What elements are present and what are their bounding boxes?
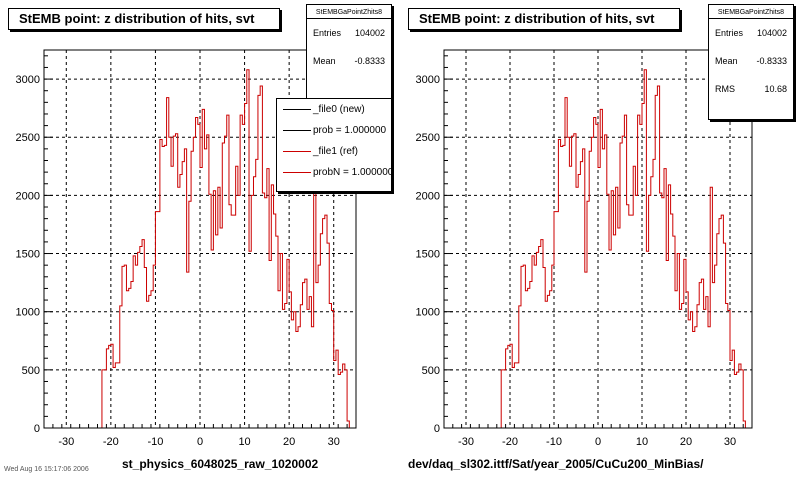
left-stats-box: StEMBGaPointZhits8 Entries 104002 Mean -… [306,4,392,106]
right-x-tick-label: -20 [502,436,518,448]
right-y-tick-label: 2000 [416,190,440,202]
right-plot-frame [443,49,753,429]
legend-label-file0: _file0 (new) [313,104,365,115]
right-x-tick-label: 0 [595,436,601,448]
left-stats-row-mean: Mean -0.8333 [307,47,391,75]
right-panel-title: StEMB point: z distribution of hits, svt [408,8,680,30]
left-x-tick-label: 0 [197,436,203,448]
left-y-tick-label: 2500 [16,132,40,144]
right-histogram-series [444,69,752,429]
left-x-tick-label: -30 [58,436,74,448]
right-stats-rms-value: 10.68 [764,84,787,94]
legend-label-prob: prob = 1.000000 [313,125,387,136]
right-stats-mean-label: Mean [715,56,738,66]
right-stats-row-rms: RMS 10.68 [709,75,793,103]
left-y-tick-label: 2000 [16,190,40,202]
right-x-tick-label: -10 [546,436,562,448]
left-x-tick-label: -10 [147,436,163,448]
right-stats-rms-label: RMS [715,84,735,94]
right-x-tick-label: 20 [680,436,692,448]
left-y-tick-label: 3000 [16,74,40,86]
right-y-tick-label: 2500 [416,132,440,144]
right-x-tick-label: 10 [636,436,648,448]
left-x-tick-label: 20 [283,436,295,448]
legend-line-red [283,172,311,173]
footer-timestamp: Wed Aug 16 15:17:06 2006 [4,466,89,473]
left-histogram-series [44,69,356,429]
legend-label-probn: probN = 1.000000 [313,167,392,178]
legend-entry-prob: prob = 1.000000 [277,120,391,141]
left-stats-mean-label: Mean [313,56,336,66]
left-y-tick-label: 1000 [16,307,40,319]
left-stats-name: StEMBGaPointZhits8 [307,5,391,19]
left-x-tick-label: -20 [103,436,119,448]
right-stats-entries-label: Entries [715,28,744,38]
right-stats-mean-value: -0.8333 [756,56,787,66]
left-y-tick-label: 500 [22,365,40,377]
legend-box: _file0 (new) prob = 1.000000 _file1 (ref… [276,98,392,192]
left-stats-entries-value: 104002 [354,28,385,38]
legend-entry-file1: _file1 (ref) [277,141,391,162]
right-y-tick-label: 3000 [416,74,440,86]
right-stats-row-entries: Entries 104002 [709,19,793,47]
legend-line-black [283,130,311,131]
right-stats-box: StEMBGaPointZhits8 Entries 104002 Mean -… [708,4,794,120]
right-y-tick-label: 0 [434,423,440,435]
left-stats-entries-label: Entries [313,28,342,38]
right-y-tick-label: 500 [422,365,440,377]
right-y-tick-label: 1500 [416,249,440,261]
right-y-tick-label: 1000 [416,307,440,319]
legend-label-file1: _file1 (ref) [313,146,359,157]
left-plot-frame [43,49,357,429]
right-x-tick-label: -30 [458,436,474,448]
left-stats-mean-value: -0.8333 [354,56,385,66]
right-stats-name: StEMBGaPointZhits8 [709,5,793,19]
right-x-tick-label: 30 [724,436,736,448]
legend-line-red [283,151,311,152]
right-x-axis-label: dev/daq_sl302.ittf/Sat/year_2005/CuCu200… [408,457,704,471]
left-y-tick-label: 0 [34,423,40,435]
left-y-tick-label: 1500 [16,249,40,261]
left-x-tick-label: 10 [238,436,250,448]
right-stats-row-mean: Mean -0.8333 [709,47,793,75]
left-x-tick-label: 30 [328,436,340,448]
legend-entry-file0: _file0 (new) [277,99,391,120]
legend-line-black [283,109,311,110]
left-stats-row-entries: Entries 104002 [307,19,391,47]
left-panel-title: StEMB point: z distribution of hits, svt [8,8,280,30]
right-histogram-panel: -30 -20 -10 0 10 20 30 0 500 1000 1500 2000 2500 3000 [416,49,753,448]
legend-entry-probn: probN = 1.000000 [277,162,391,183]
left-x-axis-label: st_physics_6048025_raw_1020002 [122,457,319,471]
right-stats-entries-value: 104002 [756,28,787,38]
